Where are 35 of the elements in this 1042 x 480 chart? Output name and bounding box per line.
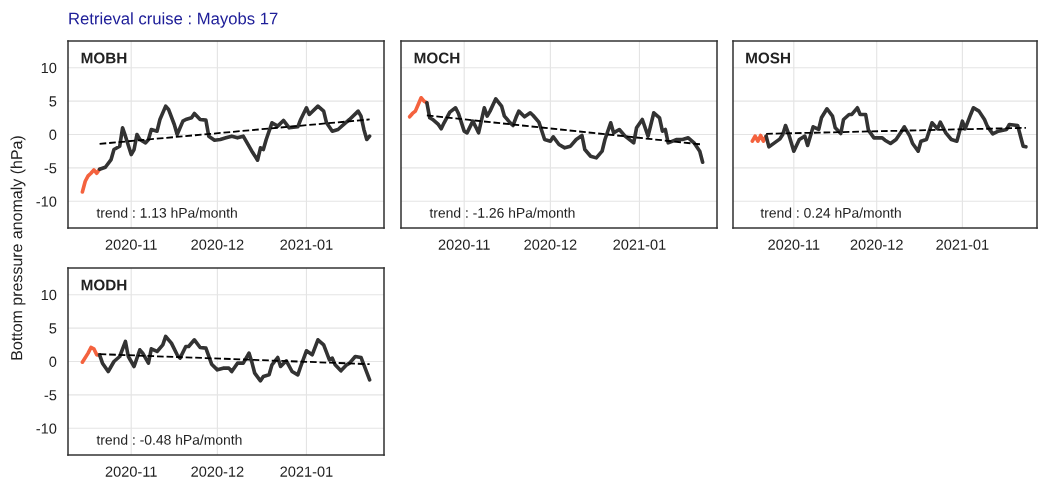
x-tick-label: 2020-11 (438, 239, 490, 250)
y-tick-label: -10 (36, 423, 57, 434)
y-tick-label: -5 (44, 163, 57, 174)
y-tick-label: 0 (49, 356, 57, 367)
chart-subtitle: Retrieval cruise : Mayobs 17 (69, 12, 278, 28)
y-tick-label: 10 (41, 62, 57, 74)
x-tick-label: 2020-11 (105, 239, 157, 250)
line-series (97, 334, 372, 383)
x-tick-label: 2020-11 (768, 239, 820, 250)
y-axis-title: Bottom pressure anomaly (hPa) (10, 136, 26, 360)
x-tick-label: 2020-11 (105, 466, 157, 477)
annotation: trend : -0.48 hPa/month (96, 434, 242, 445)
y-tick-label: 5 (49, 96, 57, 107)
line-series (80, 167, 102, 194)
annotation: trend : -1.26 hPa/month (429, 207, 575, 218)
x-tick-label: 2021-01 (280, 239, 333, 250)
x-tick-label: 2020-12 (850, 239, 903, 250)
x-tick-label: 2021-01 (613, 239, 666, 250)
text: MOBH (81, 52, 127, 64)
annotation: trend : 0.24 hPa/month (760, 207, 901, 218)
x-tick-label: 2021-01 (280, 466, 333, 477)
text: MODH (81, 279, 127, 291)
annotation: trend : 1.13 hPa/month (96, 207, 237, 218)
text: MOSH (746, 52, 790, 64)
y-tick-label: 10 (41, 289, 57, 301)
y-tick-label: 5 (49, 323, 57, 334)
text: MOCH (414, 52, 460, 64)
line-series (97, 104, 372, 172)
y-tick-label: -5 (44, 390, 57, 401)
x-tick-label: 2020-12 (191, 239, 244, 250)
x-tick-label: 2020-12 (191, 466, 244, 477)
y-tick-label: 0 (49, 129, 57, 140)
x-tick-label: 2020-12 (524, 239, 577, 250)
x-tick-label: 2021-01 (936, 239, 989, 250)
y-tick-label: -10 (36, 196, 57, 207)
